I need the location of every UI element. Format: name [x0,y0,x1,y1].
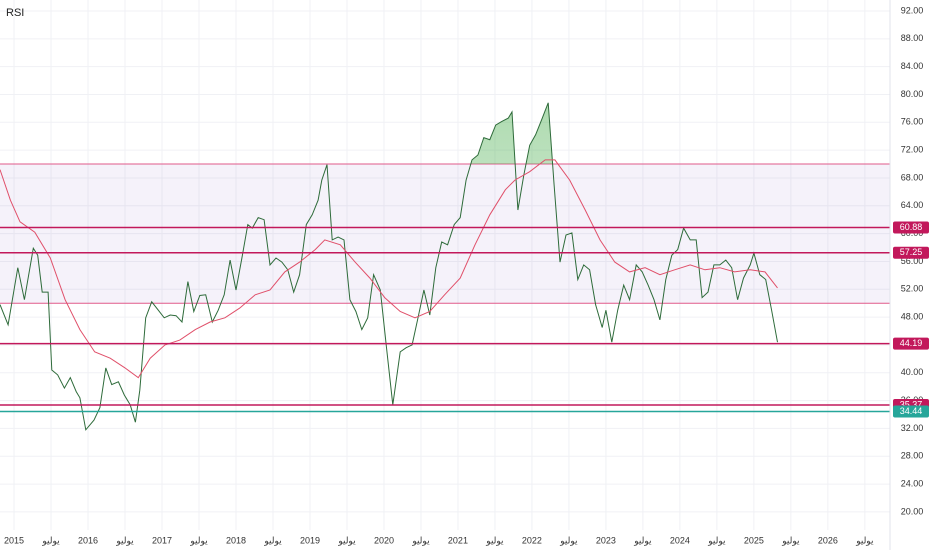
x-tick-label: يوليو [115,535,134,545]
x-tick-label: يوليو [485,535,504,545]
level-label: 57.25 [900,247,923,257]
y-tick-label: 28.00 [901,451,924,461]
y-tick-label: 48.00 [901,311,924,321]
level-label: 44.19 [900,338,923,348]
level-badge [893,337,929,350]
x-tick-label: 2018 [226,535,246,545]
level-label: 60.88 [900,222,923,232]
x-tick-label: 2016 [78,535,98,545]
y-tick-label: 32.00 [901,423,924,433]
x-tick-label: 2025 [744,535,764,545]
x-tick-label: 2024 [670,535,690,545]
level-label: 34.44 [900,406,923,416]
band [0,164,890,304]
y-tick-label: 76.00 [901,117,924,127]
x-tick-label: يوليو [189,535,208,545]
x-tick-label: يوليو [337,535,356,545]
x-tick-label: 2022 [522,535,542,545]
y-tick-label: 56.00 [901,256,924,266]
x-tick-label: 2020 [374,535,394,545]
x-tick-label: يوليو [411,535,430,545]
x-tick-label: 2019 [300,535,320,545]
y-tick-label: 72.00 [901,145,924,155]
x-tick-label: يوليو [263,535,282,545]
overbought-fill [470,102,553,165]
x-tick-label: 2017 [152,535,172,545]
y-tick-label: 24.00 [901,478,924,488]
y-tick-label: 80.00 [901,89,924,99]
y-tick-label: 68.00 [901,172,924,182]
y-tick-label: 40.00 [901,367,924,377]
y-tick-label: 20.00 [901,506,924,516]
level-label: 35.37 [900,399,923,409]
x-tick-label: يوليو [855,535,874,545]
line [0,159,778,379]
x-tick-label: يوليو [707,535,726,545]
y-tick-label: 52.00 [901,284,924,294]
y-tick-label: 92.00 [901,5,924,15]
level-badge [893,221,929,234]
x-tick-label: 2015 [4,535,24,545]
y-tick-label: 64.00 [901,200,924,210]
x-tick-label: يوليو [41,535,60,545]
y-tick-label: 84.00 [901,61,924,71]
x-tick-label: يوليو [781,535,800,545]
chart-title: RSI [6,7,24,19]
line [0,102,778,431]
x-tick-label: يوليو [559,535,578,545]
y-tick-label: 88.00 [901,33,924,43]
x-tick-label: يوليو [633,535,652,545]
x-tick-label: 2023 [596,535,616,545]
x-tick-label: 2026 [818,535,838,545]
level-badge [893,405,929,418]
level-badge [893,246,929,259]
x-tick-label: 2021 [448,535,468,545]
